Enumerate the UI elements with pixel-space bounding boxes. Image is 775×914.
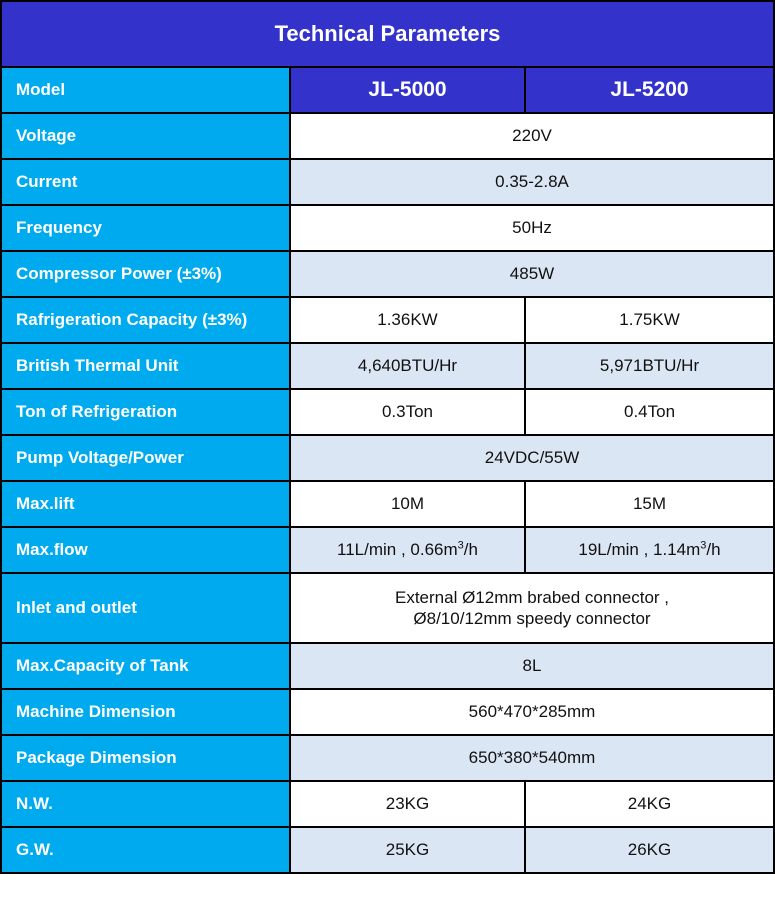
- flow-superscript: 3: [457, 539, 464, 552]
- model-jl5200-header: JL-5200: [523, 66, 775, 114]
- flow-unit: /h: [463, 540, 478, 559]
- row-value-jl5200: 24KG: [523, 780, 775, 828]
- row-label: Machine Dimension: [0, 688, 291, 736]
- row-value-jl5200: 19L/min , 1.14m3/h: [523, 526, 775, 574]
- row-value-jl5000: 4,640BTU/Hr: [289, 342, 526, 390]
- row-label: Voltage: [0, 112, 291, 160]
- table-row-ton: Ton of Refrigeration 0.3Ton 0.4Ton: [0, 388, 775, 436]
- table-row-max-flow: Max.flow 11L/min , 0.66m3/h 19L/min , 1.…: [0, 526, 775, 574]
- flow-main: 11L/min , 0.66m: [337, 540, 458, 559]
- title-row: Technical Parameters: [0, 0, 775, 68]
- row-value-jl5200: 0.4Ton: [523, 388, 775, 436]
- table-row-voltage: Voltage 220V: [0, 112, 775, 160]
- table-row-inlet-outlet: Inlet and outlet External Ø12mm brabed c…: [0, 572, 775, 644]
- row-value: 560*470*285mm: [288, 688, 775, 736]
- technical-parameters-table: Technical Parameters Model JL-5000 JL-52…: [0, 0, 775, 874]
- table-row-machine-dimension: Machine Dimension 560*470*285mm: [0, 688, 775, 736]
- row-label: Compressor Power (±3%): [0, 250, 291, 298]
- row-value-jl5000: 0.3Ton: [289, 388, 526, 436]
- table-row-current: Current 0.35-2.8A: [0, 158, 775, 206]
- row-label: Ton of Refrigeration: [0, 388, 291, 436]
- row-value-jl5200: 5,971BTU/Hr: [523, 342, 775, 390]
- row-label: Current: [0, 158, 291, 206]
- row-value-jl5000: 10M: [289, 480, 526, 528]
- table-title: Technical Parameters: [0, 0, 775, 68]
- row-value-jl5200: 1.75KW: [523, 296, 775, 344]
- table-row-max-lift: Max.lift 10M 15M: [0, 480, 775, 528]
- row-value: 220V: [288, 112, 775, 160]
- row-value: 485W: [288, 250, 775, 298]
- table-row-nw: N.W. 23KG 24KG: [0, 780, 775, 828]
- row-label: G.W.: [0, 826, 291, 874]
- row-label: Frequency: [0, 204, 291, 252]
- row-label: N.W.: [0, 780, 291, 828]
- row-value: External Ø12mm brabed connector , Ø8/10/…: [288, 572, 775, 644]
- row-value-jl5200: 26KG: [523, 826, 775, 874]
- row-label: British Thermal Unit: [0, 342, 291, 390]
- flow-superscript: 3: [700, 539, 707, 552]
- model-jl5000-header: JL-5000: [289, 66, 526, 114]
- table-row-gw: G.W. 25KG 26KG: [0, 826, 775, 874]
- row-value: 0.35-2.8A: [288, 158, 775, 206]
- flow-unit: /h: [706, 540, 721, 559]
- row-value-jl5000: 23KG: [289, 780, 526, 828]
- row-label: Inlet and outlet: [0, 572, 291, 644]
- table-row-frequency: Frequency 50Hz: [0, 204, 775, 252]
- inlet-line-2: Ø8/10/12mm speedy connector: [413, 609, 651, 628]
- row-label: Pump Voltage/Power: [0, 434, 291, 482]
- row-value-jl5000: 11L/min , 0.66m3/h: [289, 526, 526, 574]
- flow-main: 19L/min , 1.14m: [578, 540, 701, 559]
- row-value-jl5000: 1.36KW: [289, 296, 526, 344]
- row-value-jl5200: 15M: [523, 480, 775, 528]
- model-header: Model: [0, 66, 291, 114]
- row-label: Max.flow: [0, 526, 291, 574]
- table-row-compressor-power: Compressor Power (±3%) 485W: [0, 250, 775, 298]
- table-row-package-dimension: Package Dimension 650*380*540mm: [0, 734, 775, 782]
- table-row-pump: Pump Voltage/Power 24VDC/55W: [0, 434, 775, 482]
- row-value: 24VDC/55W: [288, 434, 775, 482]
- table-row-btu: British Thermal Unit 4,640BTU/Hr 5,971BT…: [0, 342, 775, 390]
- table-row-tank: Max.Capacity of Tank 8L: [0, 642, 775, 690]
- row-value: 650*380*540mm: [288, 734, 775, 782]
- inlet-line-1: External Ø12mm brabed connector ,: [394, 588, 670, 607]
- row-value-jl5000: 25KG: [289, 826, 526, 874]
- row-label: Max.lift: [0, 480, 291, 528]
- row-value: 8L: [288, 642, 775, 690]
- header-row: Model JL-5000 JL-5200: [0, 66, 775, 114]
- row-label: Rafrigeration Capacity (±3%): [0, 296, 291, 344]
- row-value: 50Hz: [288, 204, 775, 252]
- row-label: Max.Capacity of Tank: [0, 642, 291, 690]
- table-row-refrigeration-capacity: Rafrigeration Capacity (±3%) 1.36KW 1.75…: [0, 296, 775, 344]
- row-label: Package Dimension: [0, 734, 291, 782]
